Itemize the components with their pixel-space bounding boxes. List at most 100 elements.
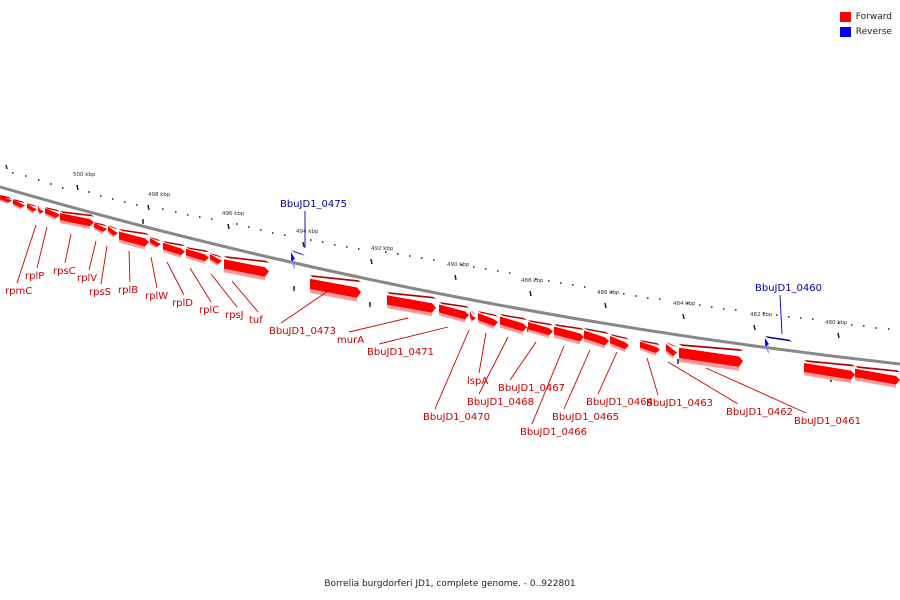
gene-label[interactable]: BbuJD1_0466 — [520, 427, 587, 438]
gene-arrow[interactable] — [554, 324, 584, 345]
gene-label-group[interactable]: rpmC — [5, 224, 37, 297]
gene-arrow[interactable] — [478, 311, 498, 330]
gene-label[interactable]: BbuJD1_0465 — [552, 412, 619, 423]
gene-label-group[interactable]: BbuJD1_0461 — [705, 367, 861, 427]
gene-label-group[interactable]: BbuJD1_0460 — [755, 283, 822, 335]
gene-label[interactable]: rplW — [145, 291, 168, 302]
gene-label[interactable]: BbuJD1_0462 — [726, 407, 793, 418]
gene-label[interactable]: rplV — [77, 273, 97, 284]
gene-label[interactable]: BbuJD1_0460 — [755, 283, 822, 294]
leader-line — [150, 256, 158, 289]
gene-arrow[interactable] — [610, 334, 629, 353]
gene-arrow[interactable] — [27, 203, 37, 214]
gene-label[interactable]: lspA — [467, 376, 488, 387]
gene-label-group[interactable]: BbuJD1_0468 — [467, 336, 534, 408]
gene-label-group[interactable]: lspA — [467, 332, 488, 387]
gene-label-group[interactable]: rplW — [145, 256, 168, 302]
gene-arrow[interactable] — [94, 222, 107, 234]
gene-arrow[interactable] — [765, 336, 792, 355]
gene-label[interactable]: murA — [337, 335, 364, 346]
gene-arrow[interactable] — [119, 229, 149, 250]
gene-arrow[interactable] — [310, 275, 361, 302]
minor-tick — [433, 259, 435, 261]
gene-arrow[interactable] — [0, 195, 12, 205]
gene-arrow[interactable] — [291, 250, 305, 270]
gene-label-group[interactable]: BbuJD1_0473 — [269, 286, 336, 337]
gene-arrow[interactable] — [640, 340, 660, 356]
leader-line — [478, 336, 509, 395]
gene-label-group[interactable]: rpsC — [53, 233, 76, 277]
gene-arrow[interactable] — [163, 241, 185, 258]
gene-label[interactable]: rplP — [25, 271, 44, 282]
gene-arrow[interactable] — [855, 366, 900, 388]
gene-label-group[interactable]: BbuJD1_0462 — [667, 361, 793, 418]
gene-label[interactable]: BbuJD1_0468 — [467, 397, 534, 408]
gene-arrow[interactable] — [45, 207, 60, 221]
gene-label[interactable]: rpsC — [53, 266, 76, 277]
gene-label[interactable]: BbuJD1_0464 — [586, 397, 653, 408]
gene-arrow[interactable] — [500, 314, 527, 335]
gene-label[interactable]: tuf — [249, 315, 263, 326]
gene-arrow[interactable] — [186, 247, 209, 264]
gene-arrow[interactable] — [679, 344, 743, 371]
gene-arrow[interactable] — [528, 320, 553, 339]
gene-arrow[interactable] — [60, 211, 94, 230]
gene-label-group[interactable]: BbuJD1_0467 — [498, 341, 565, 394]
gene-label[interactable]: BbuJD1_0473 — [269, 326, 336, 337]
gene-track — [0, 195, 900, 388]
gene-label-group[interactable]: murA — [337, 317, 409, 346]
gene-label[interactable]: BbuJD1_0475 — [280, 199, 347, 210]
gene-arrow[interactable] — [108, 225, 118, 239]
gene-label[interactable]: BbuJD1_0463 — [646, 398, 713, 409]
gene-label[interactable]: rplB — [118, 285, 138, 296]
minor-tick — [788, 316, 790, 318]
minor-tick — [611, 291, 613, 293]
gene-label-group[interactable]: BbuJD1_0475 — [280, 199, 347, 248]
gene-label-group[interactable]: rplB — [118, 250, 138, 296]
scale-tick-label: 488 kbp — [521, 278, 544, 284]
minor-tick — [397, 253, 399, 255]
gene-label-group[interactable]: rpsJ — [210, 273, 244, 321]
gene-label[interactable]: BbuJD1_0461 — [794, 416, 861, 427]
gene-arrow[interactable] — [804, 360, 855, 384]
leader-line — [667, 361, 739, 405]
gene-label-group[interactable]: rplV — [77, 240, 97, 284]
gene-arrow[interactable] — [210, 253, 222, 267]
gene-arrow[interactable] — [38, 205, 44, 216]
gene-label-group[interactable]: rplC — [189, 267, 219, 316]
gene-label-group[interactable]: BbuJD1_0471 — [367, 326, 449, 358]
gene-arrow[interactable] — [439, 302, 469, 323]
gene-label-group[interactable]: BbuJD1_0470 — [423, 329, 490, 423]
minor-tick — [25, 175, 27, 177]
minor-tick — [236, 223, 238, 225]
gene-arrow[interactable] — [387, 292, 436, 317]
gene-label-group[interactable]: rplD — [166, 261, 193, 309]
gene-label-group[interactable]: BbuJD1_0465 — [552, 349, 619, 423]
gene-label[interactable]: rplC — [199, 305, 219, 316]
gene-arrow[interactable] — [470, 310, 476, 324]
gene-label[interactable]: BbuJD1_0471 — [367, 347, 434, 358]
gene-arrow[interactable] — [666, 342, 677, 359]
major-tick — [529, 290, 532, 297]
minor-tick — [723, 308, 725, 310]
gene-label[interactable]: rpmC — [5, 286, 32, 297]
gene-label[interactable]: rplD — [172, 298, 193, 309]
leader-line — [434, 329, 470, 410]
scale-tick-label: 490 kbp — [447, 262, 470, 268]
gene-arrow[interactable] — [150, 237, 161, 249]
gene-label-group[interactable]: rpsS — [89, 245, 111, 298]
gene-label[interactable]: rpsS — [89, 287, 111, 298]
gene-label[interactable]: BbuJD1_0470 — [423, 412, 490, 423]
minor-tick — [535, 278, 537, 280]
gene-label[interactable]: rpsJ — [225, 310, 244, 321]
gene-label-group[interactable]: BbuJD1_0466 — [520, 345, 587, 438]
gene-arrow[interactable] — [224, 256, 269, 281]
gene-label-group[interactable]: BbuJD1_0464 — [586, 351, 653, 408]
gene-label-group[interactable]: tuf — [231, 280, 263, 326]
gene-label-group[interactable]: rplP — [25, 226, 48, 282]
gene-arrow[interactable] — [584, 328, 609, 349]
gene-label[interactable]: BbuJD1_0467 — [498, 383, 565, 394]
gene-label-group[interactable]: BbuJD1_0463 — [646, 357, 713, 409]
gene-arrow[interactable] — [13, 199, 25, 210]
